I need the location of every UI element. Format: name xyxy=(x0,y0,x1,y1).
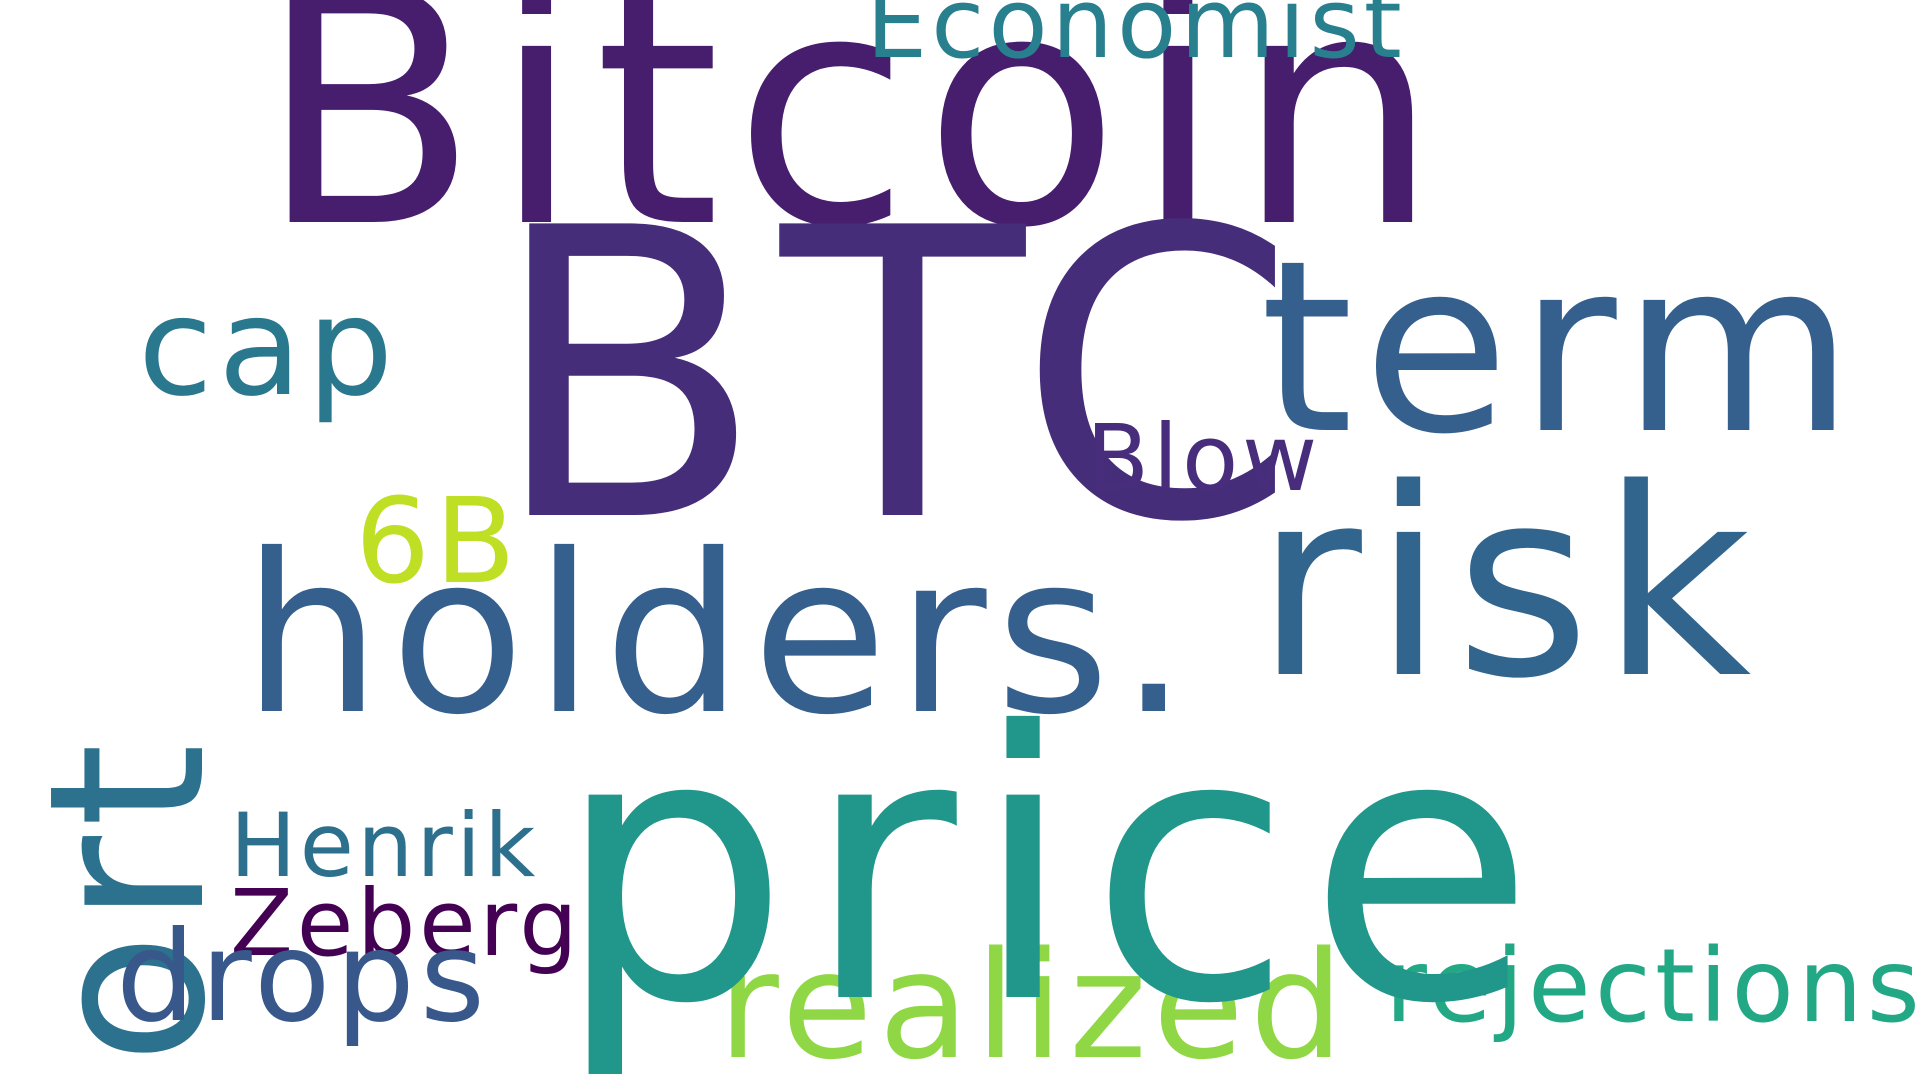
word-economist: Economist xyxy=(866,0,1406,80)
word-realized: realized xyxy=(718,920,1350,1080)
word-btc: BTC xyxy=(490,145,1313,610)
word-term: term xyxy=(1260,210,1864,487)
word-zeberg: Zeberg xyxy=(230,870,582,977)
word-cap: cap xyxy=(138,269,399,427)
word-risk: risk xyxy=(1255,434,1762,736)
word-blow: Blow xyxy=(1086,405,1321,512)
word-henrik: Henrik xyxy=(230,794,539,897)
word-bitcoin: Bitcoin xyxy=(258,0,1453,298)
word-6b: 6B xyxy=(355,472,521,610)
word-rejections: rejections xyxy=(1385,927,1920,1046)
word-price: price xyxy=(555,655,1550,1080)
word-drops: drops xyxy=(116,905,490,1050)
word-holders: holders. xyxy=(242,507,1198,763)
